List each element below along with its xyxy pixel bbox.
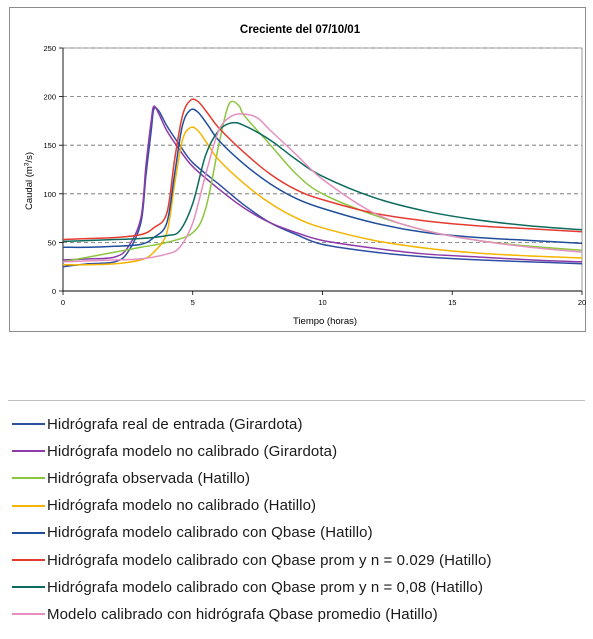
legend-label: Hidrógrafa modelo calibrado con Qbase (H… xyxy=(47,524,373,542)
legend-item-1: Hidrógrafa real de entrada (Girardota) xyxy=(12,412,303,436)
plot-area: 0 50 100 150 200 250 0 5 10 15 20 xyxy=(43,44,586,307)
legend-swatch xyxy=(12,504,45,507)
legend-item-2: Hidrógrafa modelo no calibrado (Girardot… xyxy=(12,439,337,463)
y-tick-label: 150 xyxy=(43,141,56,150)
x-tick-label: 15 xyxy=(448,298,456,307)
y-tick-label: 0 xyxy=(52,287,56,296)
x-tick-label: 10 xyxy=(318,298,326,307)
legend-label: Modelo calibrado con hidrógrafa Qbase pr… xyxy=(47,605,438,623)
series-line-7 xyxy=(62,121,583,243)
legend-swatch xyxy=(12,613,45,616)
series-line-5 xyxy=(62,108,583,249)
legend-swatch xyxy=(12,531,45,534)
x-axis-label: Tiempo (horas) xyxy=(293,316,357,327)
legend-item-3: Hidrógrafa observada (Hatillo) xyxy=(12,466,250,490)
legend-item-4: Hidrógrafa modelo no calibrado (Hatillo) xyxy=(12,494,316,518)
legend-item-8: Modelo calibrado con hidrógrafa Qbase pr… xyxy=(12,602,438,626)
legend-label: Hidrógrafa modelo no calibrado (Hatillo) xyxy=(47,497,317,515)
legend-label: Hidrógrafa observada (Hatillo) xyxy=(47,469,251,487)
legend-item-6: Hidrógrafa modelo calibrado con Qbase pr… xyxy=(12,548,492,572)
series-line-6 xyxy=(62,98,583,241)
legend-item-7: Hidrógrafa modelo calibrado con Qbase pr… xyxy=(12,575,483,599)
y-tick-label: 200 xyxy=(43,93,56,102)
y-tick-label: 100 xyxy=(43,190,56,199)
hydrograph-chart: Creciente del 07/10/01 Caudal (m3/s) Tie… xyxy=(24,24,587,327)
x-tick-label: 0 xyxy=(61,298,65,307)
legend-swatch xyxy=(12,423,45,425)
y-axis-label: Caudal (m3/s) xyxy=(24,152,36,210)
legend-swatch xyxy=(12,450,45,453)
legend-label: Hidrógrafa modelo no calibrado (Girardot… xyxy=(47,442,338,460)
legend-swatch xyxy=(12,559,45,561)
legend-divider xyxy=(8,400,585,401)
legend-label: Hidrógrafa modelo calibrado con Qbase pr… xyxy=(47,578,484,596)
legend-swatch xyxy=(12,477,45,480)
series-line-1 xyxy=(62,106,583,268)
chart-title: Creciente del 07/10/01 xyxy=(240,24,361,36)
legend-label: Hidrógrafa modelo calibrado con Qbase pr… xyxy=(47,551,492,569)
series-line-8 xyxy=(62,113,583,263)
chart-frame: Creciente del 07/10/01 Caudal (m3/s) Tie… xyxy=(9,7,586,332)
x-tick-label: 5 xyxy=(191,298,195,307)
legend-swatch xyxy=(12,586,45,589)
y-tick-label: 50 xyxy=(48,238,56,247)
legend-item-5: Hidrógrafa modelo calibrado con Qbase (H… xyxy=(12,521,373,545)
y-tick-label: 250 xyxy=(43,44,56,53)
x-tick-label: 20 xyxy=(578,298,586,307)
legend-label: Hidrógrafa real de entrada (Girardota) xyxy=(47,415,303,433)
